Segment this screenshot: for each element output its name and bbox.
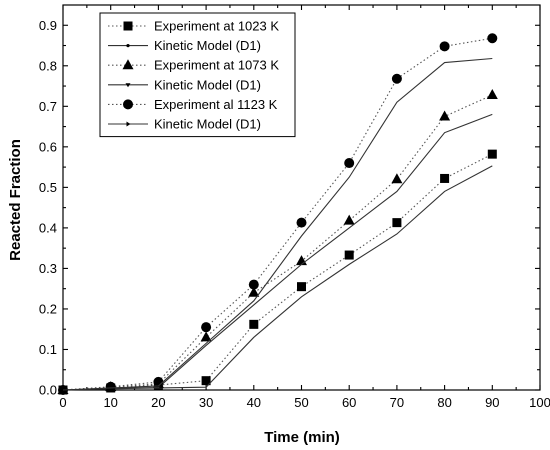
series-4-point [439, 41, 450, 52]
legend-label-4: Experiment al 1123 K [154, 97, 278, 112]
legend-label-3: Kinetic Model (D1) [154, 77, 261, 92]
legend-marker-2 [122, 59, 134, 70]
legend-box [99, 12, 296, 138]
x-tick-label: 30 [199, 395, 213, 410]
series-0-point [249, 319, 259, 329]
y-tick-label: 0.9 [39, 18, 57, 33]
legend-marker-1 [126, 44, 130, 48]
series-4-point [487, 33, 498, 44]
series-0-point [297, 282, 306, 292]
x-tick-label: 70 [390, 395, 404, 410]
series-line-0 [62, 153, 493, 391]
y-tick-label: 0.3 [39, 261, 57, 276]
y-tick-label: 0.7 [39, 99, 57, 114]
y-tick-label: 0.8 [39, 58, 57, 73]
series-4-point [296, 217, 307, 228]
y-tick-label: 0.5 [39, 180, 57, 195]
series-4-point [344, 158, 355, 169]
series-line-3 [62, 113, 493, 391]
legend-marker-3 [125, 83, 131, 88]
series-line-2 [62, 94, 493, 391]
series-3 [62, 113, 493, 391]
series-4-point [248, 279, 259, 290]
series-2-point [296, 255, 307, 266]
series-2-point [200, 331, 212, 342]
axes: 0 10 20 30 40 50 60 70 80 90 100 0.0 0.1 0.2 0.3 0.4 0.5… [39, 4, 550, 410]
y-axis-title: Reacted Fraction [7, 139, 24, 261]
x-tick-label: 90 [485, 395, 499, 410]
y-tick-label: 0.2 [39, 301, 57, 316]
legend: Experiment at 1023 K Kinetic Model (D1) Ex… [99, 12, 296, 138]
x-tick-label: 10 [103, 395, 117, 410]
y-tick-label: 0.4 [39, 220, 57, 235]
series-0-point [440, 173, 450, 183]
series-0 [58, 149, 497, 395]
legend-marker-5 [126, 121, 131, 127]
x-tick-label: 60 [342, 395, 356, 410]
series-line-5 [62, 57, 493, 391]
series-0-point [201, 376, 211, 386]
series-2-point [486, 88, 498, 99]
series-1 [62, 165, 493, 391]
legend-label-5: Kinetic Model (D1) [154, 117, 261, 132]
series-2-point [343, 214, 355, 225]
series-0-point [392, 218, 402, 228]
x-tick-label: 40 [247, 395, 261, 410]
legend-label-0: Experiment at 1023 K [154, 19, 279, 34]
series-0-point [344, 250, 354, 260]
series-layer [57, 33, 498, 395]
legend-marker-4 [123, 99, 133, 110]
series-line-4 [62, 37, 493, 391]
series-4-point [391, 73, 402, 84]
series-2-point [439, 110, 451, 121]
x-tick-label: 0 [59, 395, 66, 410]
legend-marker-0 [123, 21, 133, 31]
x-tick-label: 20 [151, 395, 165, 410]
x-tick-label: 100 [529, 395, 550, 410]
y-tick-label: 0.6 [39, 139, 57, 154]
series-4-point [201, 322, 212, 333]
y-tick-label: 0.1 [39, 342, 57, 357]
series-0-point [487, 149, 497, 159]
x-tick-label: 80 [437, 395, 451, 410]
y-tick-label: 0.0 [39, 383, 57, 398]
series-4-point [105, 381, 116, 392]
series-2-point [391, 173, 403, 184]
legend-label-1: Kinetic Model (D1) [154, 38, 261, 53]
x-tick-label: 50 [294, 395, 308, 410]
series-2-point [248, 286, 260, 297]
x-axis-title: Time (min) [264, 429, 340, 446]
series-line-1 [62, 165, 493, 391]
legend-label-2: Experiment at 1073 K [154, 58, 279, 73]
series-5 [62, 57, 493, 391]
